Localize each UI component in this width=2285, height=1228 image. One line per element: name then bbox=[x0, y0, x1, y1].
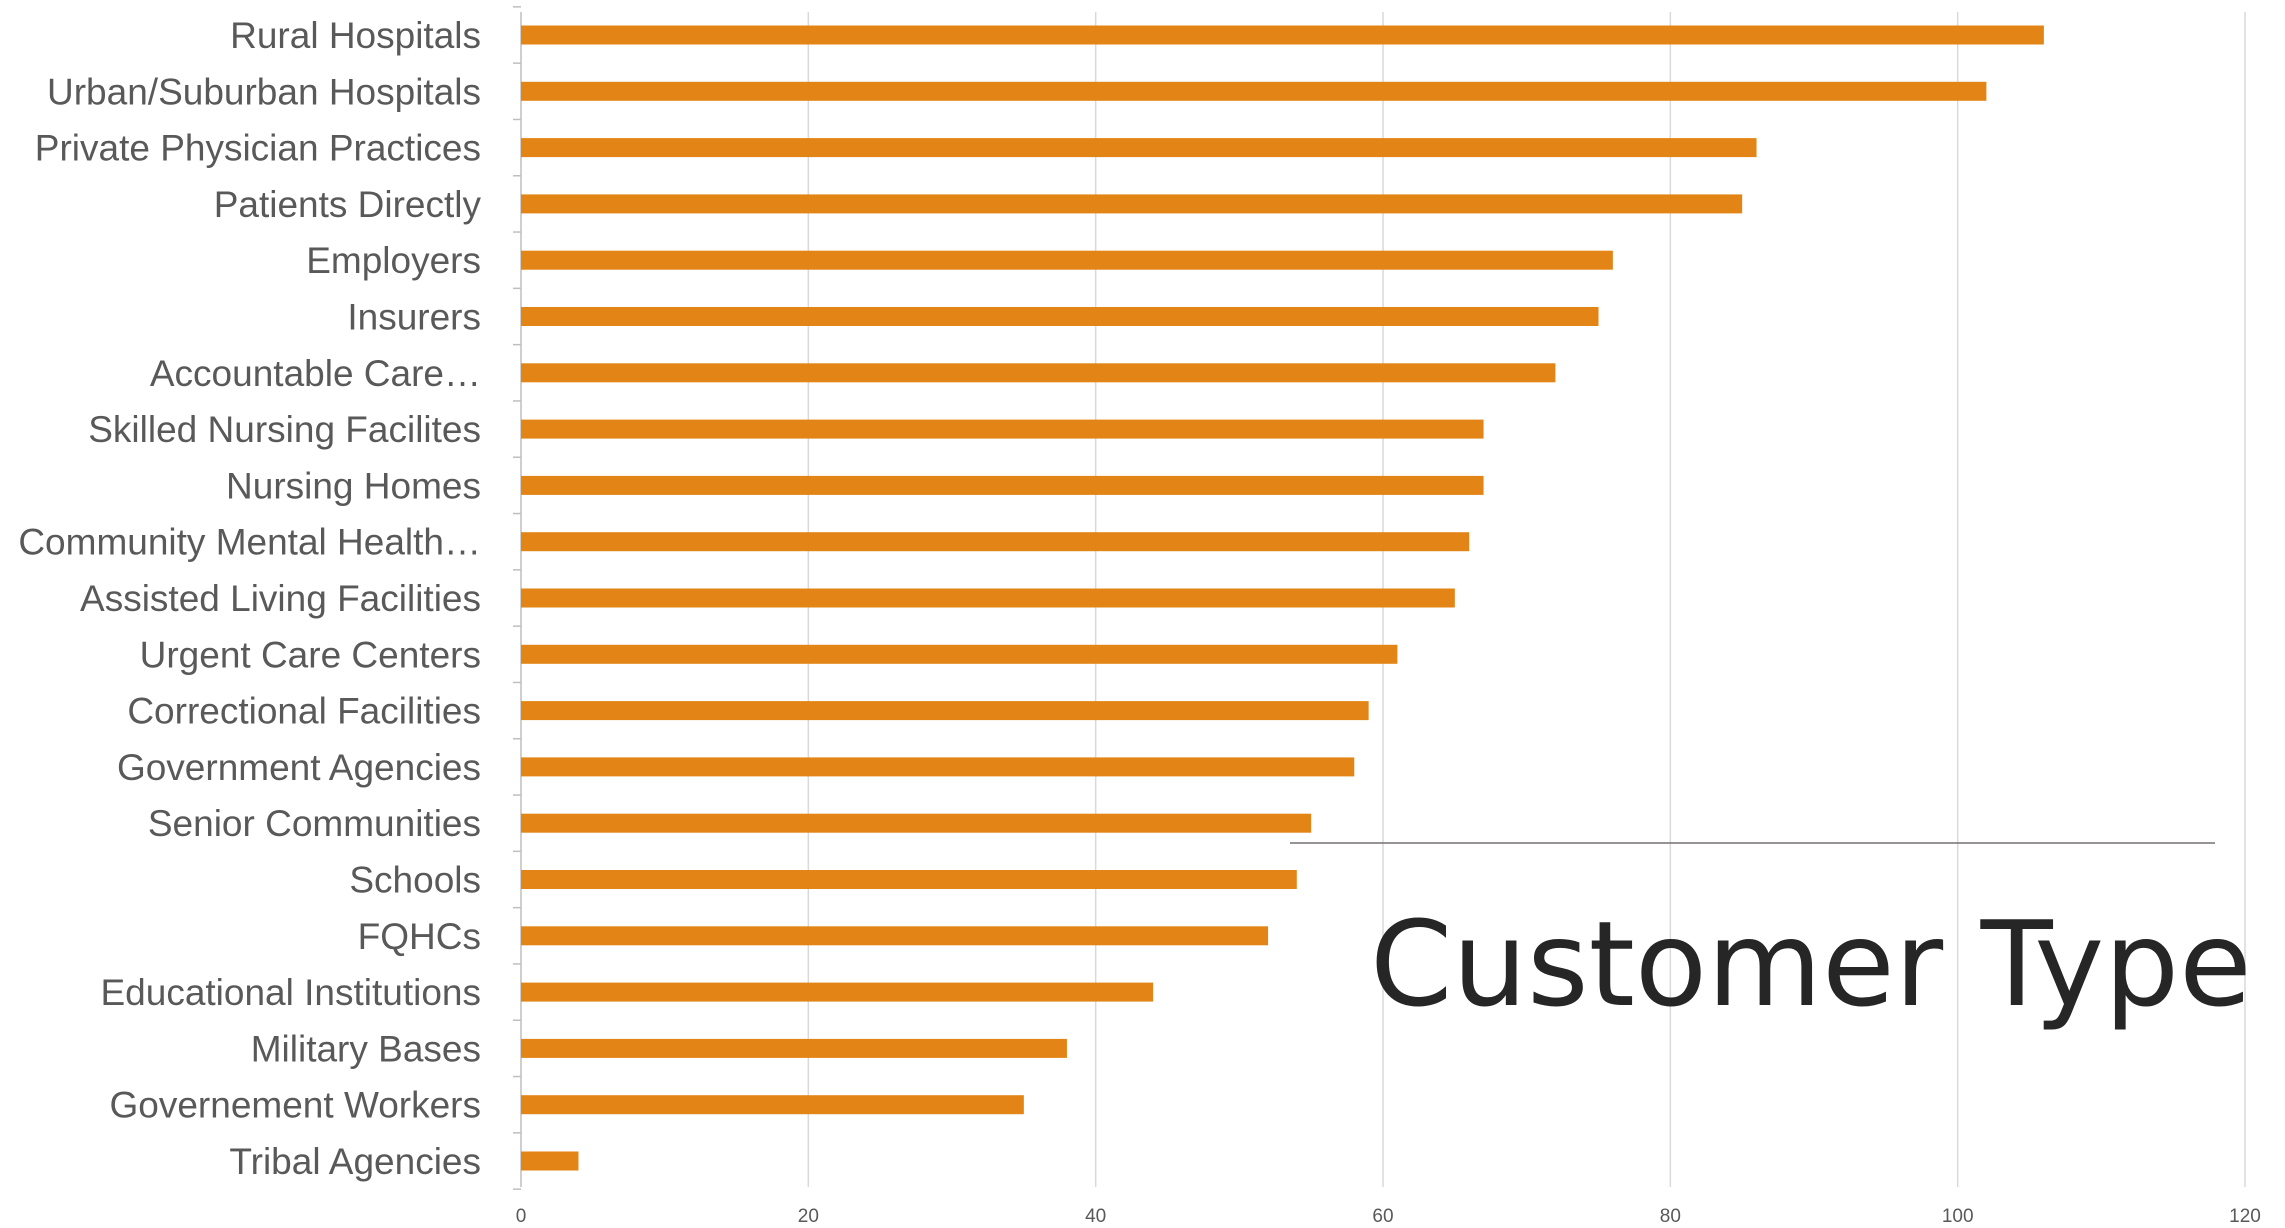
category-axis bbox=[513, 6, 522, 1190]
bar-5 bbox=[521, 307, 1599, 326]
bar-11 bbox=[521, 644, 1398, 664]
bar-7 bbox=[521, 419, 1484, 439]
category-label-10: Assisted Living Facilities bbox=[80, 578, 481, 619]
bar-18 bbox=[521, 1038, 1067, 1058]
category-label-1: Urban/Suburban Hospitals bbox=[47, 71, 481, 112]
category-label-3: Patients Directly bbox=[214, 184, 482, 225]
category-label-8: Nursing Homes bbox=[226, 465, 481, 506]
bar-6 bbox=[521, 363, 1556, 383]
category-label-4: Employers bbox=[306, 240, 481, 281]
x-tick-label-60: 60 bbox=[1372, 1206, 1393, 1227]
category-label-15: Schools bbox=[349, 860, 481, 901]
category-label-9: Community Mental Health… bbox=[18, 522, 481, 563]
category-labels: Rural Hospitals Urban/Suburban Hospitals P… bbox=[18, 15, 481, 1182]
category-label-2: Private Physician Practices bbox=[35, 128, 481, 169]
category-label-16: FQHCs bbox=[358, 916, 481, 957]
category-label-11: Urgent Care Centers bbox=[140, 634, 481, 675]
category-label-17: Educational Institutions bbox=[100, 972, 481, 1013]
category-label-20: Tribal Agencies bbox=[229, 1141, 481, 1182]
category-label-18: Military Bases bbox=[251, 1028, 481, 1069]
bar-13 bbox=[521, 757, 1355, 777]
category-label-13: Government Agencies bbox=[117, 747, 481, 788]
x-tick-label-40: 40 bbox=[1085, 1206, 1106, 1227]
category-label-12: Correctional Facilities bbox=[127, 691, 481, 732]
bar-0 bbox=[521, 25, 2044, 45]
x-tick-labels: 0 20 40 60 80 100 120 bbox=[516, 1206, 2261, 1227]
x-tick-label-0: 0 bbox=[516, 1206, 527, 1227]
category-label-0: Rural Hospitals bbox=[230, 15, 481, 56]
category-label-5: Insurers bbox=[347, 297, 481, 338]
x-tick-label-80: 80 bbox=[1660, 1206, 1681, 1227]
bar-2 bbox=[521, 138, 1757, 158]
category-label-6: Accountable Care… bbox=[150, 353, 481, 394]
category-label-14: Senior Communities bbox=[148, 803, 481, 844]
bar-12 bbox=[521, 701, 1369, 721]
chart-title: Customer Type bbox=[1370, 895, 2252, 1033]
bar-8 bbox=[521, 475, 1484, 495]
bar-10 bbox=[521, 588, 1455, 608]
category-label-19: Governement Workers bbox=[110, 1085, 482, 1126]
bar-3 bbox=[521, 194, 1743, 214]
bar-17 bbox=[521, 982, 1154, 1002]
bars bbox=[521, 25, 2044, 1171]
bar-16 bbox=[521, 926, 1269, 946]
bar-1 bbox=[521, 81, 1987, 101]
bar-14 bbox=[521, 813, 1312, 833]
bar-15 bbox=[521, 870, 1297, 889]
category-label-7: Skilled Nursing Facilites bbox=[88, 409, 481, 450]
bar-20 bbox=[521, 1151, 579, 1171]
bar-9 bbox=[521, 532, 1470, 552]
x-tick-label-20: 20 bbox=[798, 1206, 819, 1227]
bar-4 bbox=[521, 250, 1613, 270]
x-tick-label-100: 100 bbox=[1942, 1206, 1974, 1227]
x-tick-label-120: 120 bbox=[2229, 1206, 2261, 1227]
bar-19 bbox=[521, 1095, 1024, 1115]
